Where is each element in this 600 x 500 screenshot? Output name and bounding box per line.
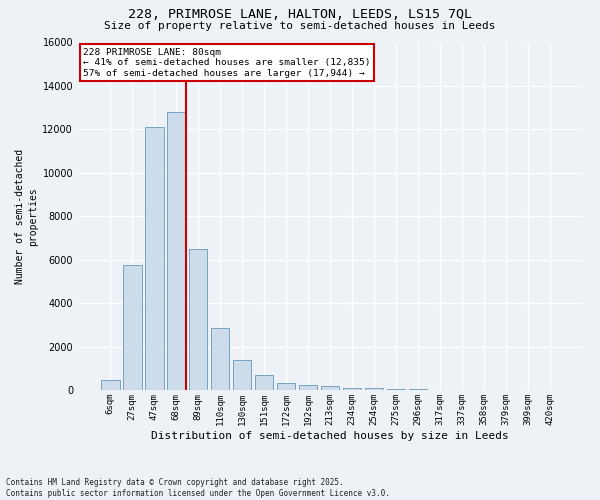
Bar	[343, 388, 361, 390]
Bar	[211, 328, 229, 390]
Bar	[299, 385, 317, 390]
Bar	[167, 112, 185, 390]
Bar	[365, 388, 383, 390]
Text: Size of property relative to semi-detached houses in Leeds: Size of property relative to semi-detach…	[104, 21, 496, 31]
Text: Contains HM Land Registry data © Crown copyright and database right 2025.
Contai: Contains HM Land Registry data © Crown c…	[6, 478, 390, 498]
Bar	[255, 375, 274, 390]
Bar	[320, 386, 340, 390]
Text: 228 PRIMROSE LANE: 80sqm
← 41% of semi-detached houses are smaller (12,835)
57% : 228 PRIMROSE LANE: 80sqm ← 41% of semi-d…	[83, 48, 371, 78]
Bar	[145, 127, 164, 390]
Bar	[277, 384, 295, 390]
Bar	[101, 380, 119, 390]
X-axis label: Distribution of semi-detached houses by size in Leeds: Distribution of semi-detached houses by …	[151, 430, 509, 440]
Bar	[386, 389, 405, 390]
Text: 228, PRIMROSE LANE, HALTON, LEEDS, LS15 7QL: 228, PRIMROSE LANE, HALTON, LEEDS, LS15 …	[128, 8, 472, 20]
Y-axis label: Number of semi-detached
properties: Number of semi-detached properties	[15, 148, 38, 284]
Bar	[233, 360, 251, 390]
Bar	[123, 265, 142, 390]
Bar	[189, 249, 208, 390]
